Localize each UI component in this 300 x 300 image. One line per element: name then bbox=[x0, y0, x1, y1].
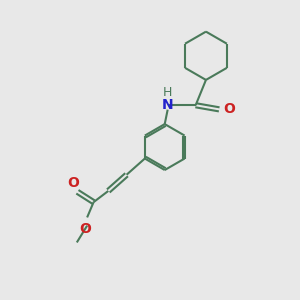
Text: H: H bbox=[163, 86, 172, 99]
Text: O: O bbox=[223, 102, 235, 116]
Text: O: O bbox=[80, 222, 92, 236]
Text: O: O bbox=[68, 176, 80, 190]
Text: N: N bbox=[162, 98, 173, 112]
